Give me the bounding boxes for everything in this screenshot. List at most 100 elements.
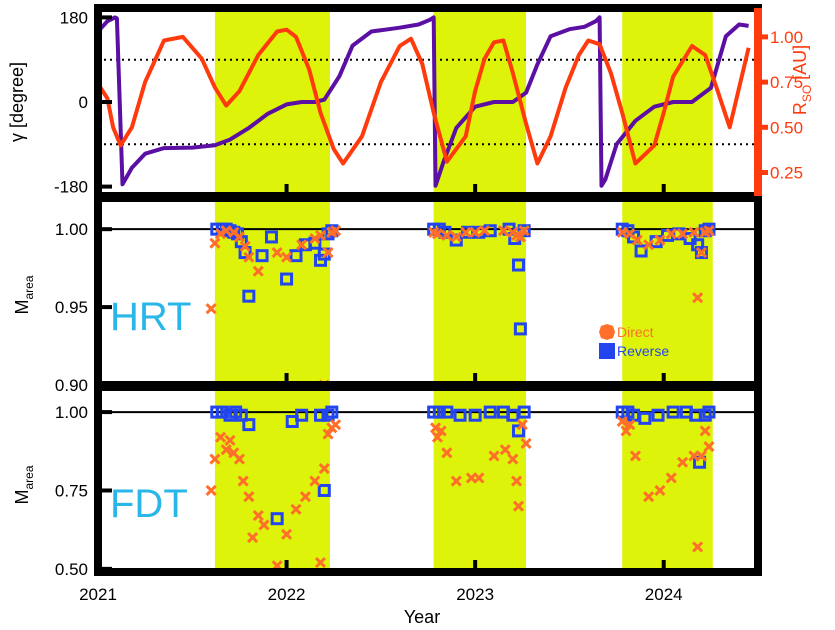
hrt-direct-point-41	[703, 225, 715, 237]
hrt-direct-point-22	[460, 226, 472, 238]
fdt-direct-point-30-b	[499, 444, 511, 456]
x-axis-title: Year	[404, 607, 440, 627]
hrt-direct-point-0-b	[205, 303, 217, 315]
hrt-direct-point-36	[677, 228, 689, 240]
hrt-direct-point-25-b	[497, 225, 509, 237]
fdt-direct-point-18-b	[318, 462, 330, 475]
ytick-label-1-0: 1.00	[55, 220, 88, 239]
hrt-direct-point-9	[271, 246, 283, 259]
fdt-reverse-point-10	[317, 483, 331, 497]
hrt-direct-point-19-b	[431, 228, 443, 240]
fdt-direct-point-26-b	[450, 475, 462, 487]
fdt-direct-point-2-b	[215, 431, 227, 443]
fdt-direct-point-35-b	[520, 437, 532, 450]
hrt-direct-point-7-b	[243, 251, 255, 263]
hrt-direct-point-12-b	[309, 232, 321, 245]
hrt-direct-point-15-b	[322, 246, 334, 259]
fdt-reverse-point-17	[468, 408, 482, 422]
fdt-reverse-point-12	[325, 405, 339, 419]
hrt-direct-point-9-b	[271, 246, 283, 259]
hrt-direct-point-34-b	[654, 234, 666, 246]
fdt-direct-point-31	[507, 453, 519, 465]
fdt-direct-point-8	[243, 491, 255, 503]
fdt-direct-point-48	[703, 441, 715, 453]
legend-direct-marker	[599, 324, 615, 340]
hrt-direct-point-4-b	[228, 226, 240, 238]
fdt-direct-point-13	[281, 528, 293, 540]
fdt-direct-point-32-b	[511, 475, 523, 487]
fdt-direct-point-19-b	[322, 428, 334, 440]
xtick-label-1: 2022	[268, 585, 306, 604]
hrt-direct-point-7	[243, 251, 255, 263]
hrt-direct-point-22-b	[460, 226, 472, 238]
hrt-direct-point-6	[239, 240, 251, 252]
bands-layer	[214, 8, 713, 572]
hrt-direct-point-34	[654, 234, 666, 246]
fdt-direct-point-34	[516, 419, 528, 431]
hrt-reverse-point-30	[517, 224, 531, 238]
hrt-direct-point-2-b	[215, 228, 227, 240]
fdt-direct-point-9-b	[247, 531, 259, 544]
hrt-label: HRT	[110, 295, 191, 339]
hrt-reverse-point-8	[242, 289, 256, 303]
fdt-label: FDT	[110, 482, 188, 526]
fdt-direct-point-40-b	[643, 491, 655, 503]
hrt-direct-point-10-b	[281, 251, 293, 263]
fdt-direct-point-28	[473, 472, 485, 484]
fdt-direct-point-3	[220, 444, 232, 456]
hrt-direct-point-8-b	[252, 265, 264, 277]
fdt-direct-point-48-b	[703, 441, 715, 453]
xtick-label-0: 2021	[79, 585, 117, 604]
fdt-reverse-point-16	[453, 408, 467, 422]
top-ylabel: γ [degree]	[7, 62, 27, 142]
hrt-direct-point-18-b	[428, 226, 440, 238]
hrt-direct-point-1	[209, 237, 221, 249]
hrt-direct-point-20	[441, 229, 453, 241]
fdt-direct-point-11	[258, 519, 270, 531]
fdt-direct-point-22	[429, 422, 442, 434]
fdt-direct-point-43-b	[677, 456, 689, 468]
fdt-reverse-point-22	[517, 405, 531, 419]
fdt-reverse-point-8	[295, 408, 309, 422]
fdt-direct-point-24	[435, 425, 447, 437]
middle-ylabel: Marea	[12, 275, 36, 314]
hrt-direct-point-1-b	[209, 237, 221, 249]
hrt-direct-point-23-b	[469, 226, 481, 238]
fdt-direct-point-21	[330, 419, 342, 431]
hrt-direct-point-41-b	[703, 225, 715, 237]
fdt-direct-point-5-b	[228, 447, 240, 459]
fdt-direct-point-10-b	[252, 509, 264, 522]
hrt-reverse-point-11	[280, 272, 294, 286]
fdt-direct-point-22-b	[429, 422, 442, 434]
ytick-label-2-1: 0.75	[55, 481, 88, 500]
hrt-direct-point-11	[296, 239, 308, 251]
fdt-direct-point-16	[309, 475, 321, 487]
bottom-ylabel: Marea	[12, 465, 36, 504]
hrt-direct-point-11-b	[296, 239, 308, 251]
fdt-direct-point-25-b	[441, 447, 453, 459]
fdt-direct-point-25	[441, 447, 453, 459]
fdt-direct-point-28-b	[473, 472, 485, 484]
fdt-direct-point-33-b	[512, 500, 525, 512]
hrt-direct-point-38	[692, 292, 704, 304]
fdt-direct-point-17-b	[314, 557, 327, 569]
hrt-direct-point-21-b	[450, 231, 462, 243]
xtick-label-3: 2024	[645, 585, 683, 604]
ytick-label-0-0: 180	[60, 8, 88, 27]
fdt-direct-point-7-b	[237, 475, 249, 487]
fdt-direct-point-36	[616, 415, 628, 428]
fdt-direct-point-41	[654, 484, 666, 497]
hrt-direct-point-6-b	[239, 240, 251, 252]
hrt-direct-point-33-b	[643, 239, 655, 251]
hrt-direct-point-38-b	[692, 292, 704, 304]
fdt-reverse-point-33	[702, 405, 716, 419]
hrt-reverse-point-28	[512, 258, 526, 272]
fdt-direct-point-9	[247, 531, 259, 544]
fdt-direct-point-45	[692, 541, 704, 553]
ytick-label-2-2: 0.50	[55, 560, 88, 579]
fdt-direct-point-1-b	[209, 453, 221, 465]
fdt-direct-point-34-b	[516, 419, 528, 431]
hrt-direct-point-39	[695, 246, 707, 259]
fdt-direct-point-17	[314, 557, 327, 569]
fdt-reverse-point-14	[432, 405, 446, 419]
